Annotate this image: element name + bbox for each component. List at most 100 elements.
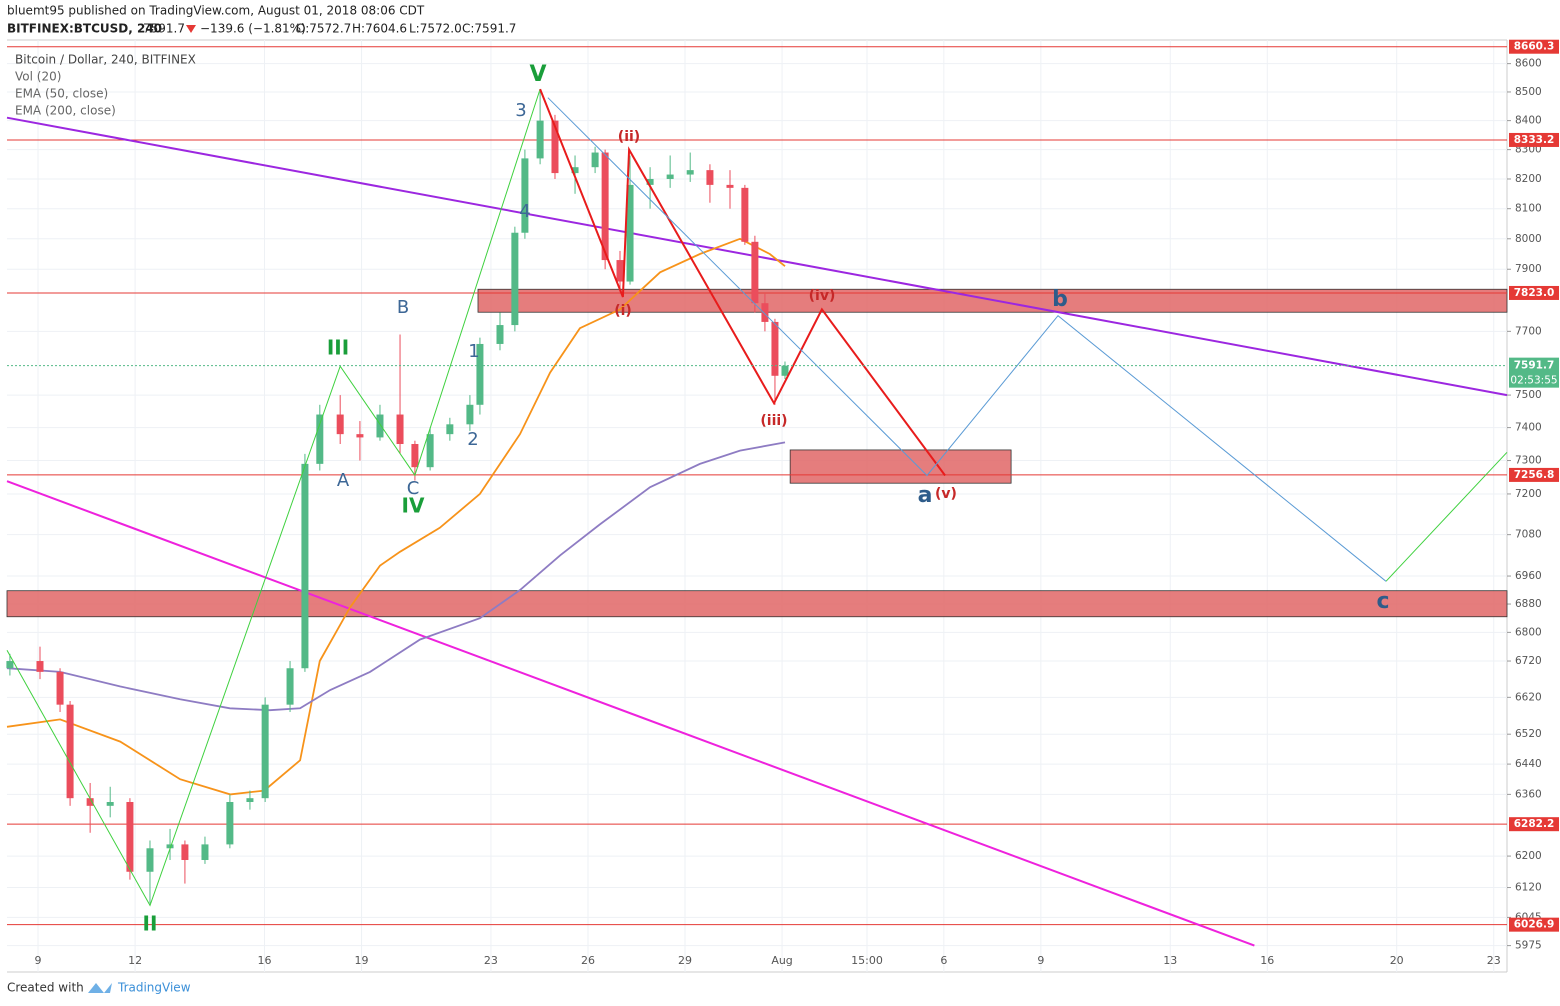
candle-body — [521, 158, 529, 233]
candle-body — [726, 184, 734, 188]
y-tick-label: 6200 — [1515, 850, 1542, 862]
wave-label: (i) — [614, 303, 632, 319]
candle-body — [56, 671, 64, 705]
level-label-box — [1509, 132, 1559, 147]
y-tick-label: 8100 — [1515, 203, 1542, 215]
candle-body — [286, 668, 294, 705]
wave-line — [6, 88, 541, 907]
candle-body — [356, 434, 364, 438]
high: H:7604.6 — [352, 22, 407, 36]
wave-label: III — [327, 336, 349, 360]
candle-body — [426, 434, 434, 468]
candle-body — [246, 798, 254, 803]
wave-line — [539, 88, 946, 477]
zone — [789, 449, 1012, 484]
y-tick-label: 7700 — [1515, 325, 1542, 337]
wave-label: C — [407, 478, 420, 499]
y-tick-label: 6120 — [1515, 882, 1542, 894]
ema-line — [6, 441, 786, 712]
y-tick-label: 8200 — [1515, 173, 1542, 185]
y-tick-label: 6520 — [1515, 728, 1542, 740]
candle-body — [126, 802, 134, 872]
wave-label: c — [1376, 589, 1389, 614]
candle-body — [66, 704, 74, 799]
candle-body — [771, 321, 779, 376]
x-tick-label: 15:00 — [851, 954, 883, 967]
candle-body — [476, 343, 484, 405]
down-arrow — [186, 25, 196, 33]
x-tick-label: 16 — [1260, 954, 1274, 967]
candle-body — [146, 848, 154, 872]
last-price-box — [1509, 357, 1559, 388]
y-tick-label: 8400 — [1515, 115, 1542, 127]
y-tick-label: 8000 — [1515, 233, 1542, 245]
candle-body — [446, 424, 454, 435]
zone — [6, 590, 1508, 618]
y-tick-label: 6720 — [1515, 655, 1542, 667]
x-tick-label: 26 — [581, 954, 595, 967]
candle-body — [496, 325, 504, 344]
candle-body — [741, 187, 749, 242]
candle-body — [6, 661, 14, 669]
symbol: BITFINEX:BTCUSD, 240 — [7, 22, 162, 36]
wave-label: (iii) — [760, 413, 787, 429]
candle-body — [666, 174, 674, 179]
legend-ema: EMA (200, close) — [15, 104, 116, 118]
footer-text: Created with — [7, 981, 84, 995]
y-tick-label: 6800 — [1515, 626, 1542, 638]
y-tick-label: 6960 — [1515, 570, 1542, 582]
x-tick-label: Aug — [771, 954, 792, 967]
candle-body — [686, 170, 694, 175]
wave-label: (v) — [935, 486, 957, 502]
candle-body — [201, 844, 209, 860]
wave-label: 4 — [519, 201, 530, 222]
wave-line — [1385, 451, 1508, 582]
x-tick-label: 29 — [678, 954, 692, 967]
candle-body — [301, 463, 309, 669]
wave-label: b — [1052, 287, 1068, 312]
wave-label: 3 — [515, 100, 526, 121]
x-tick-label: 9 — [35, 954, 42, 967]
candle-body — [761, 303, 769, 322]
legend-volume: Vol (20) — [15, 70, 61, 84]
wave-label: V — [529, 62, 546, 87]
candle-body — [86, 798, 94, 806]
y-tick-label: 8600 — [1515, 58, 1542, 70]
candle-body — [601, 152, 609, 261]
wave-label: 2 — [467, 429, 478, 450]
candle-body — [316, 414, 324, 464]
legend-title: Bitcoin / Dollar, 240, BITFINEX — [15, 53, 196, 67]
candle-body — [626, 184, 634, 282]
last: 7591.7 — [143, 22, 185, 36]
countdown: 02:53:55 — [1510, 375, 1557, 387]
candle-body — [646, 178, 654, 185]
x-tick-label: 19 — [355, 954, 369, 967]
level-label: 8333.2 — [1514, 134, 1555, 146]
x-tick-label: 20 — [1390, 954, 1404, 967]
y-tick-label: 6620 — [1515, 691, 1542, 703]
candle-body — [466, 404, 474, 425]
level-label: 6026.9 — [1514, 919, 1555, 931]
candle-body — [106, 802, 114, 806]
level-label-box — [1509, 917, 1559, 932]
y-tick-label: 6440 — [1515, 758, 1542, 770]
wave-label: IV — [402, 494, 425, 518]
open: O:7572.7 — [296, 22, 351, 36]
level-label-box — [1509, 39, 1559, 54]
x-tick-label: 16 — [257, 954, 271, 967]
candle-body — [396, 414, 404, 445]
candle-body — [336, 414, 344, 435]
footer-brand[interactable]: TradingView — [117, 981, 191, 995]
wave-label: B — [397, 297, 409, 318]
y-tick-label: 7080 — [1515, 529, 1542, 541]
legend-ema: EMA (50, close) — [15, 87, 108, 101]
last-price-label: 7591.7 — [1514, 360, 1555, 372]
level-label: 8660.3 — [1514, 41, 1555, 53]
candle-body — [616, 260, 624, 282]
level-label: 7823.0 — [1514, 287, 1555, 299]
y-tick-label: 6880 — [1515, 598, 1542, 610]
wave-label: a — [918, 483, 933, 508]
publisher: bluemt95 published on TradingView.com, A… — [7, 4, 425, 18]
candle-body — [411, 444, 419, 468]
